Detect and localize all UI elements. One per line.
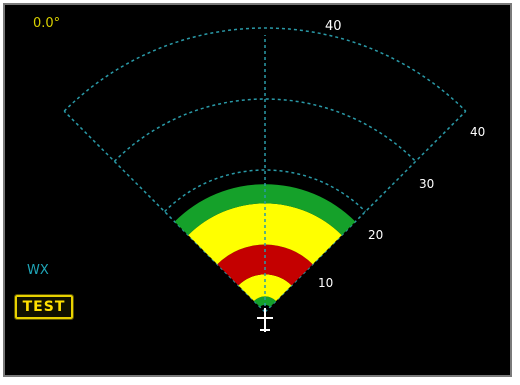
range-ring-20 (164, 169, 366, 213)
weather-band-green-0 (253, 296, 277, 307)
range-label-20: 20 (368, 228, 383, 242)
sector-edge-left (63, 110, 266, 313)
aircraft-symbol (257, 308, 273, 332)
mode-wx-label: WX (27, 263, 49, 278)
range-label-30: 30 (419, 177, 434, 191)
range-label-10: 10 (318, 276, 333, 290)
range-ring-40 (63, 27, 467, 112)
sector-edge-right (264, 110, 467, 313)
weather-band-green-4 (174, 184, 356, 236)
test-button[interactable]: TEST (14, 294, 74, 320)
weather-band-red-2 (217, 244, 313, 286)
range-label-40: 40 (470, 125, 485, 139)
range-top-label: 40 (325, 19, 342, 34)
tilt-readout: 0.0° (33, 16, 61, 31)
